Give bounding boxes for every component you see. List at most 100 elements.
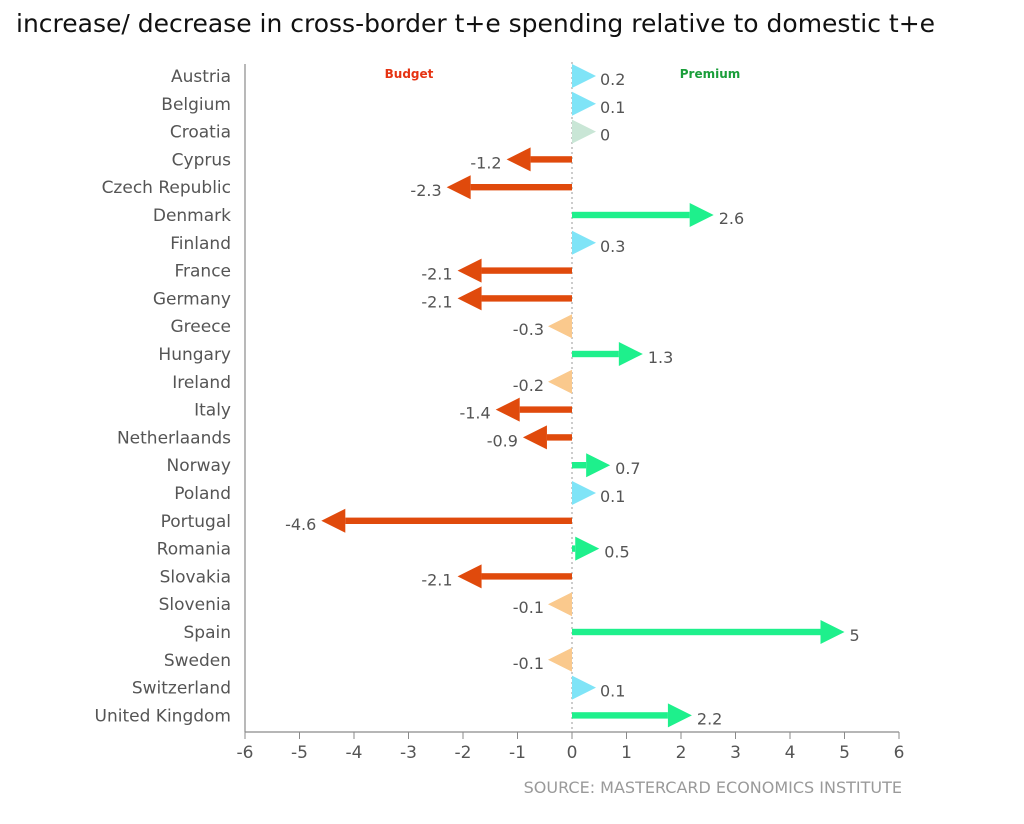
- category-label: Denmark: [153, 206, 231, 226]
- arrow-head: [495, 397, 520, 422]
- arrow-shaft: [572, 545, 576, 552]
- arrow-shaft: [572, 462, 587, 469]
- category-label: Slovenia: [159, 595, 231, 615]
- data-label: 2.6: [719, 209, 744, 228]
- data-label: -0.9: [487, 431, 518, 450]
- category-label: Hungary: [158, 345, 231, 365]
- arrow-shaft: [481, 573, 572, 580]
- data-label: 0: [600, 126, 610, 145]
- data-label: -0.3: [513, 320, 544, 339]
- arrow-head: [572, 230, 596, 255]
- data-arrow: [495, 397, 572, 422]
- category-label: Portugal: [161, 512, 231, 532]
- arrow-head: [506, 147, 531, 172]
- arrow-head: [446, 175, 471, 200]
- arrow-shaft: [470, 184, 572, 191]
- category-label: Sweden: [164, 651, 231, 671]
- category-label: United Kingdom: [95, 706, 231, 726]
- x-tick-label: -3: [400, 743, 417, 763]
- arrow-head: [457, 564, 482, 589]
- data-arrow: [506, 147, 572, 172]
- data-label: -0.1: [513, 654, 544, 673]
- data-label: 2.2: [697, 709, 722, 728]
- arrow-head: [586, 453, 611, 478]
- arrow-head: [457, 258, 482, 283]
- arrow-shaft: [572, 211, 690, 219]
- arrow-shaft: [481, 295, 572, 302]
- arrow-head: [689, 203, 714, 227]
- data-arrow: [572, 64, 596, 88]
- arrow-head: [575, 536, 600, 561]
- arrow-head: [572, 675, 596, 700]
- data-arrow: [522, 425, 572, 450]
- data-arrow: [572, 675, 596, 700]
- category-label: Norway: [167, 456, 232, 476]
- category-label: Romania: [157, 540, 231, 560]
- arrow-head: [457, 286, 482, 311]
- arrow-shaft: [572, 350, 619, 358]
- data-arrow: [548, 592, 572, 617]
- x-tick-label: 0: [567, 743, 578, 763]
- data-arrow: [457, 564, 572, 589]
- mark-layer: 0.2 0.1 0 -1.2 -2.3 2.6 0.3 -2.1 -2.1 -0.3 1.3 -0.2…: [285, 64, 860, 728]
- data-arrow: [548, 369, 572, 394]
- category-label: Czech Republic: [102, 178, 231, 198]
- x-tick-label: -2: [455, 743, 472, 763]
- data-arrow: [572, 620, 845, 644]
- arrow-head: [321, 508, 346, 533]
- data-label: -4.6: [285, 515, 316, 534]
- data-label: 0.2: [600, 70, 625, 89]
- category-label: Spain: [184, 623, 232, 643]
- arrow-shaft: [572, 628, 821, 636]
- category-label: Switzerland: [132, 679, 231, 699]
- data-label: -2.1: [421, 292, 452, 311]
- data-arrow: [572, 481, 596, 505]
- data-arrow: [321, 508, 572, 533]
- data-label: 5: [850, 626, 860, 645]
- source-note: SOURCE: MASTERCARD ECONOMICS INSTITUTE: [524, 778, 902, 797]
- data-label: -1.2: [470, 153, 501, 172]
- data-label: -1.4: [459, 404, 490, 423]
- data-label: 0.1: [600, 98, 625, 117]
- category-label: Poland: [174, 484, 231, 504]
- category-label: Belgium: [161, 95, 231, 115]
- data-label: -2.3: [410, 181, 441, 200]
- data-arrow: [457, 286, 572, 311]
- data-arrow: [548, 647, 572, 672]
- arrow-head: [820, 620, 845, 644]
- data-label: 0.7: [615, 459, 640, 478]
- x-tick-label: 6: [894, 743, 905, 763]
- x-tick-label: -4: [346, 743, 363, 763]
- data-label: 0.3: [600, 237, 625, 256]
- data-label: 0.1: [600, 682, 625, 701]
- data-arrow: [572, 703, 692, 728]
- category-label: Greece: [170, 317, 231, 337]
- arrow-shaft: [530, 156, 572, 163]
- category-label: Finland: [170, 234, 231, 254]
- category-label: Ireland: [172, 373, 231, 393]
- x-tick-label: 1: [621, 743, 632, 763]
- data-arrow: [572, 119, 596, 144]
- data-arrow: [446, 175, 572, 200]
- category-label: Cyprus: [172, 150, 231, 170]
- legend-premium: Premium: [680, 67, 741, 81]
- x-tick-label: 3: [730, 743, 741, 763]
- category-label: Italy: [194, 401, 231, 421]
- chart-title: increase/ decrease in cross-border t+e s…: [16, 9, 935, 38]
- data-label: -2.1: [421, 570, 452, 589]
- data-arrow: [572, 453, 611, 478]
- data-arrow: [572, 230, 596, 255]
- category-label: Austria: [171, 67, 231, 87]
- category-label: Croatia: [170, 123, 231, 143]
- arrow-head: [572, 481, 596, 505]
- x-tick-label: -1: [509, 743, 526, 763]
- arrow-head: [548, 647, 572, 672]
- arrow-head: [572, 64, 596, 88]
- arrow-shaft: [481, 267, 572, 274]
- data-arrow: [457, 258, 572, 283]
- data-label: -0.2: [513, 376, 544, 395]
- data-label: -0.1: [513, 598, 544, 617]
- category-label: Slovakia: [160, 567, 231, 587]
